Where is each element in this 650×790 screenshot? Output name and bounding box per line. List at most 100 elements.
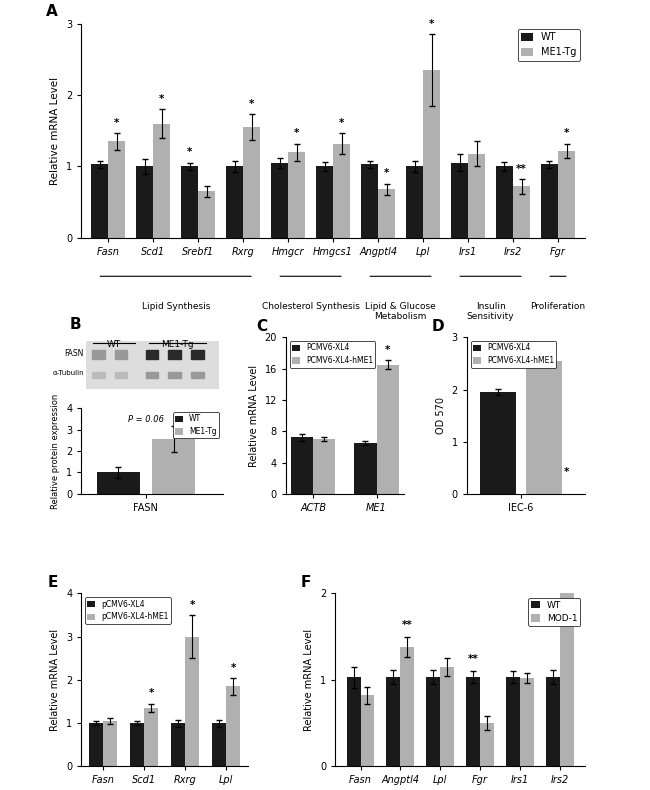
Text: **: ** [516,164,527,174]
Legend: PCMV6-XL4, PCMV6-XL4-hME1: PCMV6-XL4, PCMV6-XL4-hME1 [290,341,375,367]
Text: *: * [564,128,569,138]
Bar [288,152,305,238]
Bar [361,695,374,766]
Bar [496,167,513,238]
Text: *: * [429,19,434,29]
Bar [130,723,144,766]
Bar [346,677,361,766]
Bar [480,723,494,766]
Text: *: * [159,94,164,104]
Bar [333,144,350,238]
Bar [114,350,127,359]
Text: *: * [294,128,300,138]
Bar [226,687,240,766]
Bar [480,392,515,494]
Bar [168,350,181,359]
Bar [114,371,127,378]
Bar [376,365,398,494]
Bar [153,123,170,238]
Text: *: * [385,345,390,356]
Bar [89,723,103,766]
Bar [146,371,159,378]
Text: Cholesterol Synthesis: Cholesterol Synthesis [262,302,359,311]
Bar [171,723,185,766]
Bar [361,164,378,238]
Bar [146,350,159,359]
Text: FASN: FASN [65,349,84,358]
Text: ME1-Tg: ME1-Tg [161,340,194,349]
Bar [354,443,376,494]
Text: **: ** [468,654,478,664]
Bar [185,637,200,766]
Legend: PCMV6-XL4, PCMV6-XL4-hME1: PCMV6-XL4, PCMV6-XL4-hME1 [471,341,556,367]
Bar [520,678,534,766]
Text: D: D [432,319,444,334]
Text: *: * [114,118,120,127]
Bar [440,667,454,766]
Bar [506,677,520,766]
Text: Lipid & Glucose
Metabolism: Lipid & Glucose Metabolism [365,302,436,322]
Legend: WT, ME1-Tg: WT, ME1-Tg [173,412,219,438]
Bar [558,151,575,238]
Text: Proliferation: Proliferation [530,302,586,311]
Y-axis label: Relative mRNA Level: Relative mRNA Level [51,629,60,731]
Text: **: ** [539,344,549,354]
Bar [468,153,485,238]
Bar [136,167,153,238]
Bar [271,163,288,238]
Bar [313,439,335,494]
Text: α-Tubulin: α-Tubulin [53,370,84,376]
Y-axis label: OD 570: OD 570 [436,397,446,434]
Text: Insulin
Sensitivity: Insulin Sensitivity [467,302,514,322]
Text: *: * [187,148,192,157]
Bar [97,472,140,494]
Bar [466,677,480,766]
Text: F: F [300,575,311,590]
Bar [560,502,574,766]
Y-axis label: Relative mRNA Level: Relative mRNA Level [249,364,259,467]
Bar [191,371,204,378]
Text: C: C [256,319,268,334]
Bar [451,163,468,238]
Y-axis label: Relative protein expression: Relative protein expression [51,393,60,509]
Bar [400,647,414,766]
Text: A: A [46,5,58,20]
Text: *: * [189,600,195,610]
Text: *: * [564,467,569,476]
Legend: WT, MOD-1: WT, MOD-1 [528,598,580,626]
Text: *: * [230,663,236,672]
Bar [226,167,243,238]
Bar [191,350,204,359]
Bar [526,361,562,494]
Bar [152,439,195,494]
Legend: WT, ME1-Tg: WT, ME1-Tg [517,28,580,61]
Text: *: * [384,168,389,179]
Text: B: B [70,317,81,332]
Text: *: * [249,99,254,109]
Bar [541,164,558,238]
Bar [378,190,395,238]
Bar [198,191,215,238]
Y-axis label: Relative mRNA Level: Relative mRNA Level [51,77,60,185]
Text: *: * [149,688,154,698]
Y-axis label: Relative mRNA Level: Relative mRNA Level [304,629,315,731]
Text: E: E [48,575,58,590]
Bar [426,677,440,766]
Legend: pCMV6-XL4, pCMV6-XL4-hME1: pCMV6-XL4, pCMV6-XL4-hME1 [85,597,171,623]
Bar [386,677,400,766]
Bar [181,167,198,238]
Bar [423,70,440,238]
Bar [91,164,109,238]
Text: Lipid Synthesis: Lipid Synthesis [142,302,210,311]
Text: P = 0.06: P = 0.06 [128,415,164,424]
Bar [513,186,530,238]
Bar [316,167,333,238]
Bar [109,141,125,238]
Bar [546,677,560,766]
Text: WT: WT [107,340,121,349]
Text: *: * [339,118,344,127]
Bar [144,708,159,766]
Text: **: ** [402,619,413,630]
Bar [103,721,118,766]
Bar [168,371,181,378]
